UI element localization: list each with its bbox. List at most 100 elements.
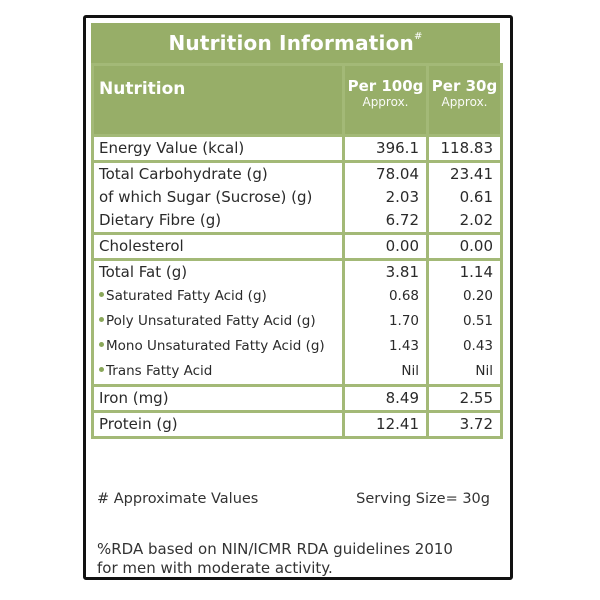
nutrient-name: Poly Unsaturated Fatty Acid (g)	[99, 309, 342, 334]
nutrient-name: of which Sugar (Sucrose) (g)	[99, 186, 342, 209]
nutrient-name: Mono Unsaturated Fatty Acid (g)	[99, 334, 342, 359]
value-per-100g-text: 1.70	[388, 313, 419, 329]
header-per-100g-label: Per 100g	[347, 77, 424, 95]
value-per-100g-text: 6.72	[385, 211, 419, 229]
value-per-100g-cell: 0.00	[342, 232, 429, 261]
rda-note: %RDA based on NIN/ICMR RDA guidelines 20…	[97, 540, 497, 578]
table-row-group: Total Fat (g) Saturated Fatty Acid (g) Pol…	[91, 258, 503, 387]
value-per-30g-cell: 2.55	[426, 384, 503, 413]
nutrient-name-text: Cholesterol	[99, 237, 184, 255]
value-per-30g-cell: 23.41 0.61 2.02	[426, 160, 503, 235]
nutrient-name-cell: Total Fat (g) Saturated Fatty Acid (g) Pol…	[91, 258, 345, 387]
value-per-30g-text: 0.00	[459, 237, 493, 255]
value-per-30g-cell: 118.83	[426, 134, 503, 163]
value-per-100g-cell: 396.1	[342, 134, 429, 163]
nutrient-name-text: of which Sugar (Sucrose) (g)	[99, 188, 313, 206]
value-per-30g: 0.00	[429, 235, 493, 258]
value-per-30g-cell: 3.72	[426, 410, 503, 439]
nutrient-name-cell: Energy Value (kcal)	[91, 134, 345, 163]
header-per-30g-approx: Approx.	[441, 95, 488, 109]
value-per-30g-text: 1.14	[459, 263, 493, 281]
value-per-30g-text: 0.43	[462, 338, 493, 354]
value-per-100g: Nil	[345, 359, 419, 384]
value-per-100g: 6.72	[345, 209, 419, 232]
value-per-30g: 3.72	[429, 413, 493, 436]
nutrient-name: Total Fat (g)	[99, 261, 342, 284]
nutrient-name-cell: Cholesterol	[91, 232, 345, 261]
value-per-100g-text: Nil	[401, 363, 419, 379]
nutrient-name-text: Iron (mg)	[99, 389, 169, 407]
table-row-group: Energy Value (kcal) 396.1 118.83	[91, 134, 503, 163]
nutrient-name: Total Carbohydrate (g)	[99, 163, 342, 186]
value-per-30g: 0.43	[429, 334, 493, 359]
value-per-100g: 396.1	[345, 137, 419, 160]
value-per-100g-text: 0.00	[385, 237, 419, 255]
nutrition-panel: Nutrition Information# Nutrition Per 100…	[91, 23, 503, 439]
value-per-100g-cell: 8.49	[342, 384, 429, 413]
value-per-100g-text: 0.68	[388, 288, 419, 304]
footnote-row: # Approximate Values Serving Size= 30g	[97, 491, 497, 507]
value-per-100g: 8.49	[345, 387, 419, 410]
panel-title: Nutrition Information#	[91, 23, 500, 63]
bullet-dot-icon	[99, 366, 104, 372]
value-per-30g: Nil	[429, 359, 493, 384]
nutrient-name: Cholesterol	[99, 235, 342, 258]
value-per-100g-text: 12.41	[376, 415, 419, 433]
rda-note-line-2: for men with moderate activity.	[97, 559, 333, 577]
value-per-30g: 0.20	[429, 284, 493, 309]
title-footnote-mark: #	[413, 31, 423, 42]
nutrient-name-text: Total Carbohydrate (g)	[99, 165, 268, 183]
nutrient-name-text: Trans Fatty Acid	[106, 363, 213, 379]
nutrient-name: Saturated Fatty Acid (g)	[99, 284, 342, 309]
value-per-30g-text: 0.61	[459, 188, 493, 206]
value-per-30g-cell: 1.14 0.20 0.51 0.43 Nil	[426, 258, 503, 387]
nutrient-name-text: Dietary Fibre (g)	[99, 211, 222, 229]
nutrient-name: Energy Value (kcal)	[99, 137, 342, 160]
value-per-100g-cell: 78.04 2.03 6.72	[342, 160, 429, 235]
value-per-30g-text: 0.51	[462, 313, 493, 329]
value-per-30g-text: 118.83	[440, 139, 494, 157]
header-nutrition: Nutrition	[91, 63, 345, 137]
value-per-30g: 1.14	[429, 261, 493, 284]
rda-note-line-1: %RDA based on NIN/ICMR RDA guidelines 20…	[97, 540, 453, 558]
bullet-dot-icon	[99, 316, 104, 322]
value-per-30g-text: 3.72	[459, 415, 493, 433]
value-per-30g: 0.61	[429, 186, 493, 209]
value-per-100g-text: 8.49	[385, 389, 419, 407]
nutrient-name-text: Protein (g)	[99, 415, 178, 433]
nutrient-name-text: Mono Unsaturated Fatty Acid (g)	[106, 338, 325, 354]
value-per-30g: 118.83	[429, 137, 494, 160]
value-per-100g: 0.68	[345, 284, 419, 309]
value-per-100g-text: 2.03	[385, 188, 419, 206]
value-per-30g-text: 2.55	[459, 389, 493, 407]
header-per-100g: Per 100g Approx.	[342, 63, 429, 137]
nutrient-name-cell: Protein (g)	[91, 410, 345, 439]
value-per-100g: 3.81	[345, 261, 419, 284]
value-per-30g: 0.51	[429, 309, 493, 334]
value-per-30g-text: Nil	[475, 363, 493, 379]
value-per-30g-text: 23.41	[450, 165, 493, 183]
nutrient-name-text: Saturated Fatty Acid (g)	[106, 288, 267, 304]
table-row-group: Total Carbohydrate (g) of which Sugar (Su…	[91, 160, 503, 235]
value-per-100g: 12.41	[345, 413, 419, 436]
value-per-100g: 0.00	[345, 235, 419, 258]
table-row-group: Iron (mg) 8.49 2.55	[91, 384, 503, 413]
value-per-30g: 2.55	[429, 387, 493, 410]
header-per-30g-label: Per 30g	[431, 77, 498, 95]
value-per-100g: 78.04	[345, 163, 419, 186]
table-row-group: Protein (g) 12.41 3.72	[91, 410, 503, 439]
value-per-100g-text: 396.1	[376, 139, 419, 157]
bullet-dot-icon	[99, 341, 104, 347]
value-per-30g-text: 0.20	[462, 288, 493, 304]
value-per-30g-text: 2.02	[459, 211, 493, 229]
nutrient-name: Dietary Fibre (g)	[99, 209, 342, 232]
table-row-group: Cholesterol 0.00 0.00	[91, 232, 503, 261]
table-header-row: Nutrition Per 100g Approx. Per 30g Approx.	[91, 63, 503, 137]
value-per-100g-text: 3.81	[385, 263, 419, 281]
value-per-100g-text: 78.04	[376, 165, 419, 183]
nutrient-name-cell: Iron (mg)	[91, 384, 345, 413]
value-per-100g-text: 1.43	[388, 338, 419, 354]
approximate-values-note: # Approximate Values	[97, 491, 259, 507]
serving-size: Serving Size= 30g	[356, 491, 490, 507]
value-per-100g-cell: 12.41	[342, 410, 429, 439]
